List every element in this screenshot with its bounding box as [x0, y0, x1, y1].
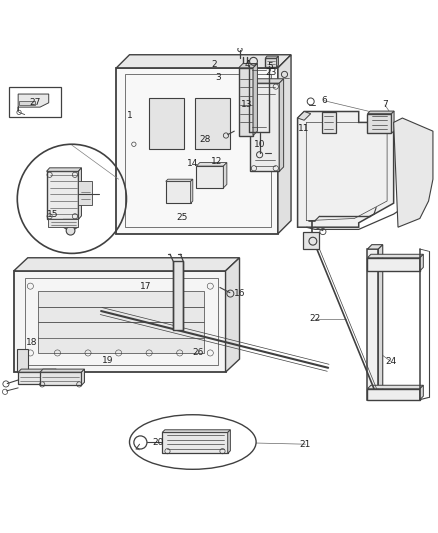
- Ellipse shape: [130, 415, 256, 469]
- Polygon shape: [378, 245, 383, 400]
- Circle shape: [66, 227, 75, 235]
- Polygon shape: [228, 430, 230, 454]
- Polygon shape: [278, 55, 291, 234]
- Text: 11: 11: [297, 125, 309, 133]
- Polygon shape: [303, 231, 319, 249]
- Text: 5: 5: [268, 62, 273, 71]
- Polygon shape: [40, 369, 85, 372]
- Text: 22: 22: [309, 314, 321, 324]
- Polygon shape: [367, 249, 378, 400]
- Polygon shape: [223, 163, 227, 188]
- Polygon shape: [78, 181, 92, 205]
- Polygon shape: [173, 261, 183, 330]
- Polygon shape: [46, 168, 81, 171]
- Polygon shape: [253, 63, 258, 135]
- Polygon shape: [63, 220, 78, 231]
- Polygon shape: [19, 101, 35, 105]
- Polygon shape: [321, 111, 336, 133]
- Polygon shape: [38, 337, 204, 353]
- Text: 19: 19: [102, 356, 113, 365]
- Polygon shape: [166, 179, 193, 181]
- Text: 14: 14: [187, 158, 198, 167]
- Text: 20: 20: [152, 438, 163, 447]
- Polygon shape: [38, 306, 204, 322]
- Polygon shape: [14, 271, 226, 372]
- Polygon shape: [367, 389, 420, 400]
- Text: 12: 12: [211, 157, 223, 166]
- Polygon shape: [367, 114, 392, 133]
- Text: 21: 21: [300, 440, 311, 449]
- Polygon shape: [394, 118, 433, 227]
- Polygon shape: [367, 245, 383, 249]
- Text: 23: 23: [266, 68, 277, 77]
- Text: 7: 7: [382, 100, 388, 109]
- Polygon shape: [367, 111, 394, 114]
- Text: 24: 24: [385, 357, 396, 366]
- Polygon shape: [297, 111, 394, 227]
- Polygon shape: [17, 350, 28, 372]
- Polygon shape: [149, 99, 184, 149]
- Polygon shape: [162, 432, 228, 454]
- Text: 15: 15: [46, 211, 58, 220]
- Text: 27: 27: [29, 98, 40, 107]
- Polygon shape: [367, 254, 424, 258]
- Polygon shape: [117, 68, 278, 234]
- Polygon shape: [9, 87, 61, 117]
- Text: 16: 16: [234, 289, 245, 297]
- Polygon shape: [367, 258, 420, 271]
- Text: 4: 4: [244, 60, 250, 69]
- Polygon shape: [166, 181, 191, 203]
- Polygon shape: [367, 385, 424, 389]
- Text: 10: 10: [254, 140, 265, 149]
- Polygon shape: [18, 372, 53, 384]
- Text: 25: 25: [176, 213, 187, 222]
- Text: 1: 1: [127, 111, 132, 120]
- Polygon shape: [162, 430, 230, 432]
- Text: 26: 26: [193, 348, 204, 357]
- Polygon shape: [392, 111, 394, 133]
- Polygon shape: [265, 56, 279, 58]
- Polygon shape: [239, 63, 258, 68]
- Polygon shape: [18, 369, 56, 372]
- Polygon shape: [14, 258, 240, 271]
- Polygon shape: [48, 220, 78, 227]
- Polygon shape: [277, 56, 279, 67]
- Polygon shape: [265, 58, 277, 67]
- Polygon shape: [117, 55, 291, 68]
- Polygon shape: [297, 111, 311, 120]
- Polygon shape: [191, 179, 193, 203]
- Polygon shape: [251, 79, 284, 83]
- Polygon shape: [53, 369, 56, 384]
- Text: 17: 17: [140, 281, 152, 290]
- Polygon shape: [279, 79, 284, 171]
- Polygon shape: [78, 168, 81, 220]
- Text: 2: 2: [212, 60, 217, 69]
- Polygon shape: [38, 322, 204, 338]
- Polygon shape: [46, 171, 78, 220]
- Text: 13: 13: [241, 100, 252, 109]
- Text: 3: 3: [215, 74, 221, 83]
- Polygon shape: [196, 166, 223, 188]
- Polygon shape: [81, 369, 85, 385]
- Polygon shape: [239, 68, 253, 135]
- Polygon shape: [196, 163, 227, 166]
- Polygon shape: [420, 385, 424, 400]
- Polygon shape: [226, 258, 240, 372]
- Text: 28: 28: [199, 135, 211, 144]
- Text: 6: 6: [321, 96, 327, 105]
- Polygon shape: [38, 292, 204, 307]
- Polygon shape: [18, 94, 49, 111]
- Polygon shape: [251, 83, 279, 171]
- Polygon shape: [40, 372, 81, 385]
- Polygon shape: [195, 99, 230, 149]
- Polygon shape: [420, 254, 424, 271]
- Text: 18: 18: [26, 337, 38, 346]
